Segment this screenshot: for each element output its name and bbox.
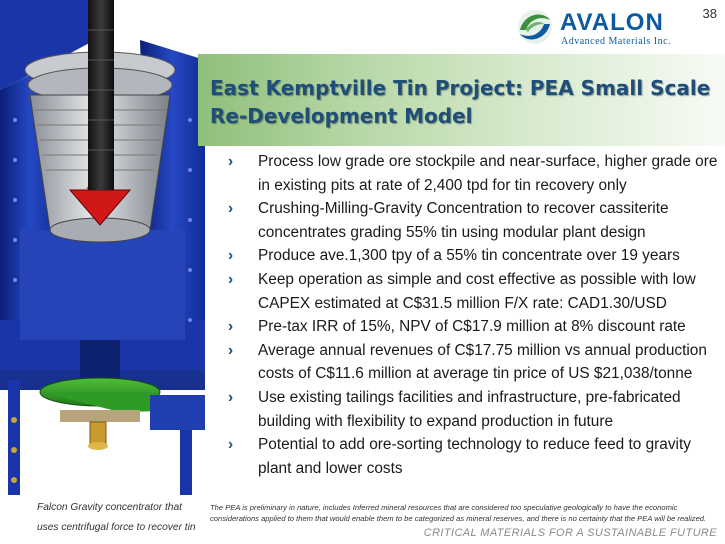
logo-name: AVALON <box>560 9 664 36</box>
bullet-marker: › <box>228 247 234 265</box>
bullet-item: › Potential to add ore-sorting technology… <box>228 433 722 480</box>
bullet-text: Produce ave.1,300 tpy of a 55% tin conce… <box>258 247 680 265</box>
bullet-text: Keep operation as simple and cost effect… <box>258 270 696 312</box>
bullet-item: › Process low grade ore stockpile and nea… <box>228 150 722 197</box>
bullet-text: Pre-tax IRR of 15%, NPV of C$17.9 millio… <box>258 318 686 336</box>
bullet-marker: › <box>228 200 234 218</box>
bullet-marker: › <box>228 318 234 336</box>
bullet-marker: › <box>228 388 234 406</box>
bullet-text: Average annual revenues of C$17.75 milli… <box>258 341 707 383</box>
disclaimer: The PEA is preliminary in nature, includ… <box>210 503 707 523</box>
bullet-item: › Use existing tailings facilities and in… <box>228 386 722 433</box>
falcon-gravity-concentrator-icon <box>0 0 205 500</box>
falcon-concentrator-image <box>0 0 205 500</box>
avalon-swirl-icon <box>518 10 552 44</box>
title-band <box>198 54 725 146</box>
bullet-item: › Crushing-Milling-Gravity Concentration … <box>228 197 722 244</box>
bullet-marker: › <box>228 153 234 170</box>
slide-title-line-1: East Kemptville Tin Project: PEA Small S… <box>210 76 711 100</box>
logo-subtitle: Advanced Materials Inc. <box>561 36 672 47</box>
bullet-item: › Average annual revenues of C$17.75 mill… <box>228 339 722 386</box>
bullet-item: › Keep operation as simple and cost effec… <box>228 268 722 315</box>
bullet-text: Use existing tailings facilities and inf… <box>258 388 681 430</box>
bullet-text: Crushing-Milling-Gravity Concentration t… <box>258 200 669 241</box>
avalon-logo: AVALON Advanced Materials Inc. <box>516 8 676 48</box>
image-caption: Falcon Gravity concentrator that uses ce… <box>37 502 196 533</box>
bullet-item: › Produce ave.1,300 tpy of a 55% tin conc… <box>228 244 722 268</box>
bullet-marker: › <box>228 436 234 454</box>
bullet-item: › Pre-tax IRR of 15%, NPV of C$17.9 milli… <box>228 315 722 339</box>
slide-title-line-2: Re-Development Model <box>210 104 473 128</box>
page-number: 38 <box>702 6 717 21</box>
bullet-list: › Process low grade ore stockpile and nea… <box>228 150 722 480</box>
tagline: CRITICAL MATERIALS FOR A SUSTAINABLE FUT… <box>423 527 717 539</box>
bullet-marker: › <box>228 270 234 288</box>
bullet-text: Potential to add ore-sorting technology … <box>258 436 691 477</box>
bullet-marker: › <box>228 341 234 359</box>
slide-title: East Kemptville Tin Project: PEA Small S… <box>210 74 720 130</box>
bullet-text: Process low grade ore stockpile and near… <box>258 153 718 194</box>
